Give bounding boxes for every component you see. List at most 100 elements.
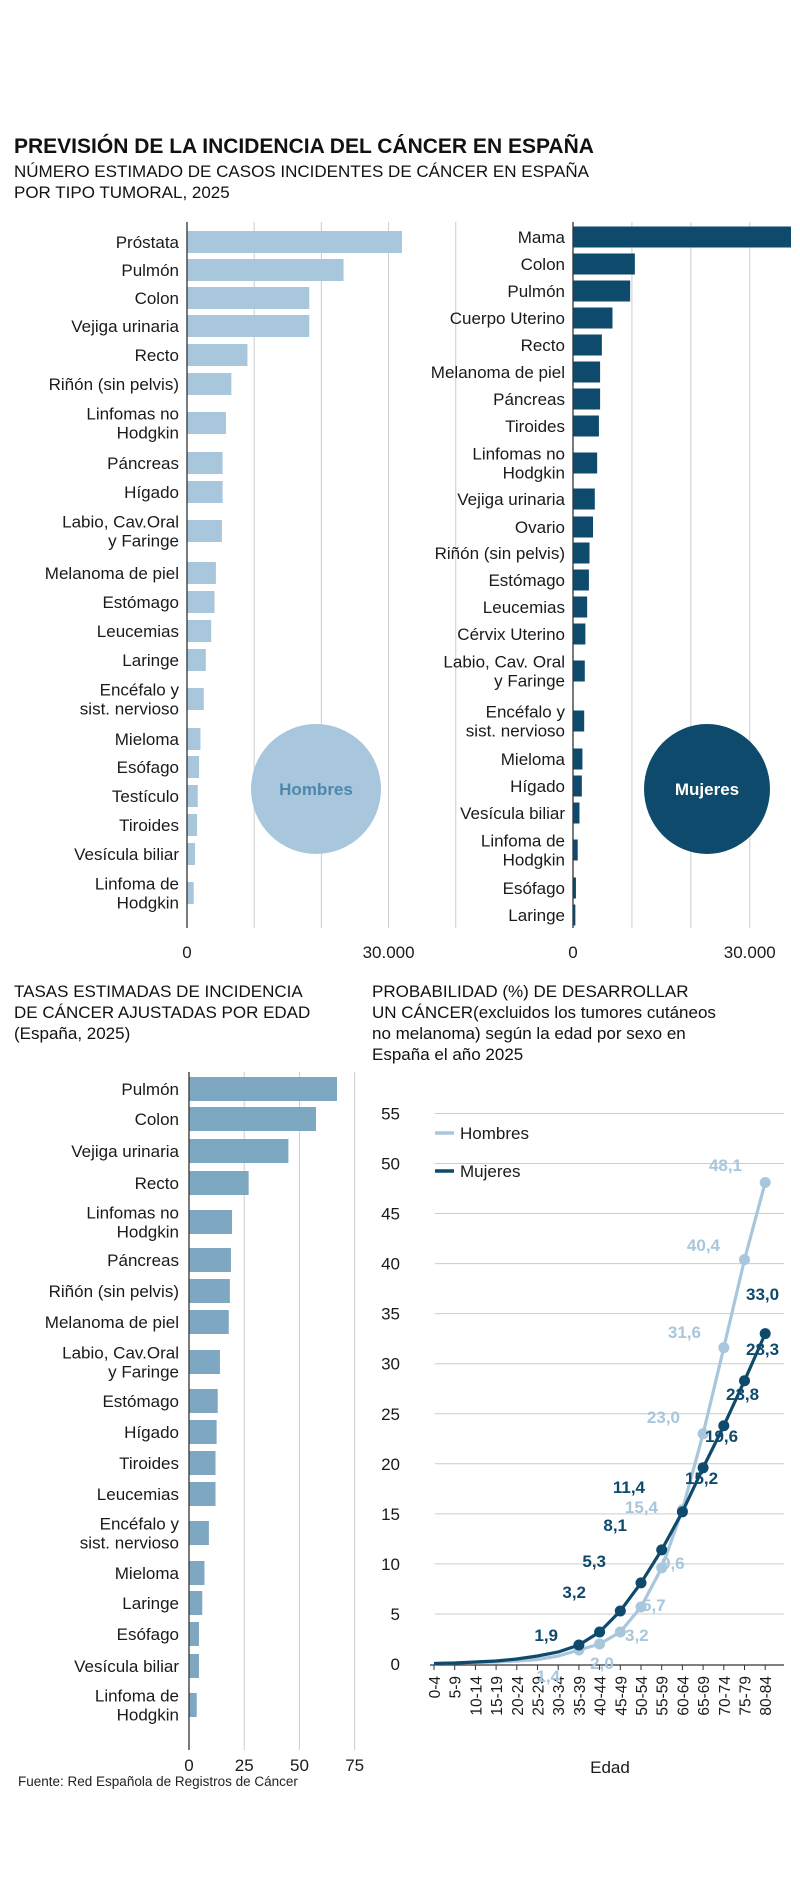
main-subtitle-line-2: POR TIPO TUMORAL, 2025	[14, 183, 230, 202]
category-label: Labio, Cav.Oral	[62, 513, 179, 532]
y-tick-label: 5	[391, 1605, 400, 1624]
x-tick-label: 45-49	[613, 1676, 630, 1716]
bar-vejiga-urinaria	[187, 315, 310, 337]
x-tick-label: 30.000	[724, 943, 776, 962]
bar-recto	[187, 344, 248, 366]
category-label: Estómago	[488, 571, 565, 590]
category-label: Encéfalo y	[486, 703, 566, 722]
bar-testiculo	[187, 785, 198, 807]
x-tick-label: 30-34	[551, 1676, 568, 1716]
category-label: Esófago	[503, 879, 565, 898]
category-label: Linfomas no	[86, 1204, 179, 1223]
category-label: Labio, Cav.Oral	[62, 1344, 179, 1363]
category-label: Cuerpo Uterino	[450, 309, 565, 328]
data-label-hombres: 23,0	[647, 1408, 680, 1427]
category-label: Testículo	[112, 787, 179, 806]
chart-probabilidad: 0 5 10 15 20 25 30 35 40 45 50 55 0-4 5-9 10-14 15-19 20…	[381, 1104, 784, 1777]
bar-vejiga-urinaria	[573, 488, 595, 510]
category-label: y Faringe	[494, 672, 565, 691]
bar-melanoma-de-piel	[187, 562, 216, 584]
y-tick-label: 40	[381, 1255, 400, 1274]
bar-pancreas	[187, 452, 223, 474]
data-label-hombres: 48,1	[709, 1156, 742, 1175]
category-label: Páncreas	[107, 454, 179, 473]
category-label: Hodgkin	[117, 1706, 179, 1725]
hombres-badge	[251, 724, 381, 854]
bar-pancreas	[189, 1248, 231, 1272]
bar-laringe	[189, 1591, 203, 1615]
bar-pulmon	[573, 280, 631, 302]
point-hombres	[635, 1601, 647, 1613]
category-label: sist. nervioso	[466, 722, 565, 741]
y-tick-label: 15	[381, 1505, 400, 1524]
point-hombres	[614, 1626, 626, 1638]
bar-laringe	[573, 904, 576, 926]
point-mujeres	[635, 1577, 647, 1589]
y-tick-label: 20	[381, 1455, 400, 1474]
category-label: Esófago	[117, 1625, 179, 1644]
point-hombres	[594, 1638, 606, 1650]
y-tick-label: 35	[381, 1305, 400, 1324]
tasas-title: TASAS ESTIMADAS DE INCIDENCIA DE CÁNCER …	[14, 982, 310, 1043]
bar-higado	[187, 481, 223, 503]
category-label: Laringe	[508, 906, 565, 925]
bar-recto	[189, 1171, 249, 1195]
category-label: Recto	[135, 346, 179, 365]
category-label: Páncreas	[107, 1251, 179, 1270]
x-tick-label: 40-44	[593, 1676, 610, 1716]
point-hombres	[739, 1254, 750, 1266]
point-hombres	[759, 1177, 771, 1189]
point-mujeres	[697, 1462, 709, 1474]
bar-colon	[187, 287, 310, 309]
category-label: y Faringe	[108, 1363, 179, 1382]
data-label-mujeres: 11,4	[613, 1478, 646, 1497]
data-label-hombres: 2,0	[590, 1654, 614, 1673]
data-label-hombres: 31,6	[668, 1323, 701, 1342]
bar-labio-cav-oral-y-faringe	[187, 520, 222, 542]
x-tick-label: 30.000	[363, 943, 415, 962]
bar-melanoma-de-piel	[189, 1310, 229, 1334]
bar-linfomas-no-hodgkin	[189, 1210, 233, 1234]
bar-vesicula-biliar	[187, 843, 196, 865]
bar-colon	[573, 253, 635, 275]
bar-encefalo-y-sist-nervioso	[187, 688, 204, 710]
x-tick-label: 55-59	[655, 1676, 672, 1716]
x-tick-label: 75-79	[738, 1676, 755, 1716]
point-mujeres	[718, 1420, 730, 1432]
category-label: Mieloma	[115, 1564, 180, 1583]
y-tick-label: 10	[381, 1555, 400, 1574]
category-label: Hígado	[124, 1423, 179, 1442]
y-tick-label: 50	[381, 1155, 400, 1174]
category-label: sist. nervioso	[80, 700, 179, 719]
category-label: Pulmón	[121, 1080, 179, 1099]
category-label: Mieloma	[115, 730, 180, 749]
category-label: Vesícula biliar	[74, 1657, 179, 1676]
data-label-hombres: 3,2	[625, 1626, 649, 1645]
x-tick-label: 70-74	[717, 1676, 734, 1716]
category-label: Leucemias	[97, 1485, 179, 1504]
x-tick-label: 60-64	[675, 1676, 692, 1716]
category-label: Linfoma de	[95, 875, 179, 894]
bar-vesicula-biliar	[573, 802, 580, 824]
category-label: Linfomas no	[86, 405, 179, 424]
data-label-mujeres: 1,9	[534, 1626, 558, 1645]
legend-label-hombres: Hombres	[460, 1124, 529, 1143]
bar-linfomas-no-hodgkin	[573, 452, 598, 474]
x-tick-label: 65-69	[696, 1676, 713, 1716]
point-mujeres	[739, 1375, 750, 1387]
tasas-title-line-2: DE CÁNCER AJUSTADAS POR EDAD	[14, 1003, 310, 1022]
category-label: Cérvix Uterino	[457, 625, 565, 644]
probabilidad-title: PROBABILIDAD (%) DE DESARROLLAR UN CÁNCE…	[372, 982, 716, 1064]
category-label: Melanoma de piel	[45, 1313, 179, 1332]
main-subtitle-line-1: NÚMERO ESTIMADO DE CASOS INCIDENTES DE C…	[14, 162, 590, 181]
category-label: Linfoma de	[481, 832, 565, 851]
data-label-hombres: 5,7	[642, 1596, 666, 1615]
category-label: Encéfalo y	[100, 681, 180, 700]
category-label: Colon	[521, 255, 565, 274]
data-label-mujeres: 8,1	[603, 1516, 627, 1535]
tasas-title-line-3: (España, 2025)	[14, 1024, 130, 1043]
bar-cuerpo-uterino	[573, 307, 613, 329]
category-label: Mieloma	[501, 750, 566, 769]
data-label-mujeres: 28,3	[746, 1340, 779, 1359]
x-tick-label: 25-29	[531, 1676, 548, 1716]
